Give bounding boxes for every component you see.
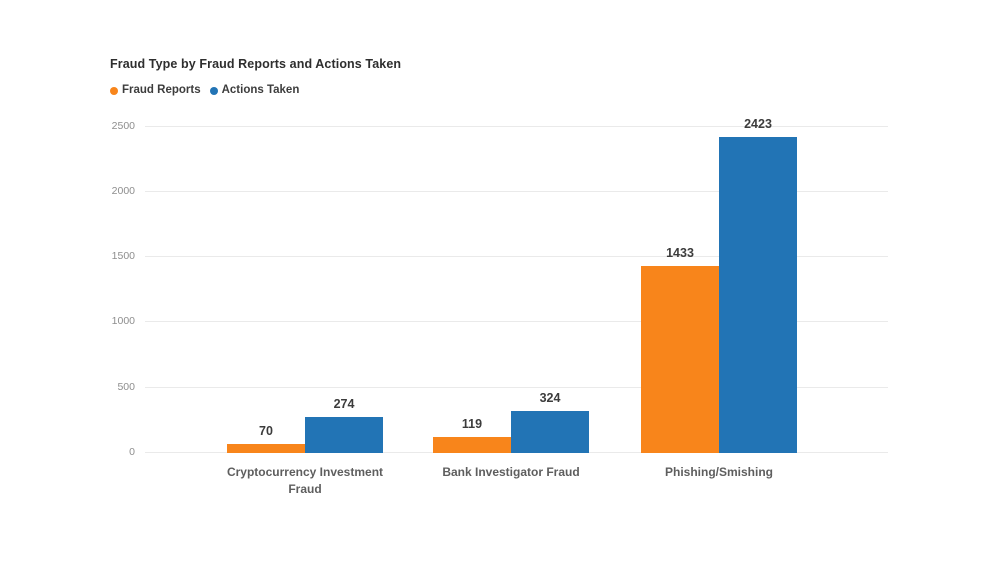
legend: Fraud Reports Actions Taken: [110, 83, 299, 98]
gridline: [145, 321, 888, 323]
legend-item-fraud-reports[interactable]: Fraud Reports: [110, 83, 201, 98]
legend-item-label: Actions Taken: [221, 84, 300, 96]
bar-fraud-reports-bank-investigator-fraud[interactable]: [433, 437, 511, 453]
plot-area: 0 500 1000 1500 2000 2500 70 274 Cryptocurrency …: [112, 117, 888, 496]
bar-actions-taken-cryptocurrency-investment-fraud[interactable]: [305, 417, 383, 453]
gridline: [145, 386, 888, 388]
bar-value-label: 274: [333, 397, 355, 412]
y-axis-tick-label: 1000: [111, 315, 135, 328]
bar-fraud-reports-phishing-smishing[interactable]: [641, 265, 719, 453]
category-label: Phishing/Smishing: [664, 464, 773, 479]
chart-title: Fraud Type by Fraud Reports and Actions …: [110, 57, 402, 71]
bar-actions-taken-bank-investigator-fraud[interactable]: [511, 410, 589, 453]
y-axis-tick-label: 2500: [111, 119, 135, 132]
gridline: [145, 125, 888, 127]
bar-value-label: 2423: [744, 116, 772, 131]
gridline: [145, 190, 888, 192]
legend-marker-fraud-reports-icon: [110, 86, 118, 95]
y-axis-tick-label: 0: [129, 446, 135, 458]
bar-actions-taken-phishing-smishing[interactable]: [719, 136, 797, 453]
legend-item-label: Fraud Reports: [122, 84, 201, 96]
bar-value-label: 1433: [666, 245, 694, 260]
y-axis-tick-label: 1500: [111, 250, 135, 263]
y-axis-tick-label: 500: [117, 380, 135, 393]
category-label: Bank Investigator Fraud: [442, 464, 580, 479]
legend-item-actions-taken[interactable]: Actions Taken: [209, 83, 300, 98]
legend-marker-actions-taken-icon: [209, 86, 218, 95]
bar-value-label: 70: [259, 423, 273, 438]
category-label: Cryptocurrency Investment Fraud: [226, 464, 384, 496]
y-axis-tick-label: 2000: [111, 184, 135, 197]
gridline: [145, 256, 888, 258]
bar-value-label: 324: [539, 390, 561, 405]
bar-value-label: 119: [461, 417, 483, 432]
bar-fraud-reports-cryptocurrency-investment-fraud[interactable]: [227, 443, 305, 453]
